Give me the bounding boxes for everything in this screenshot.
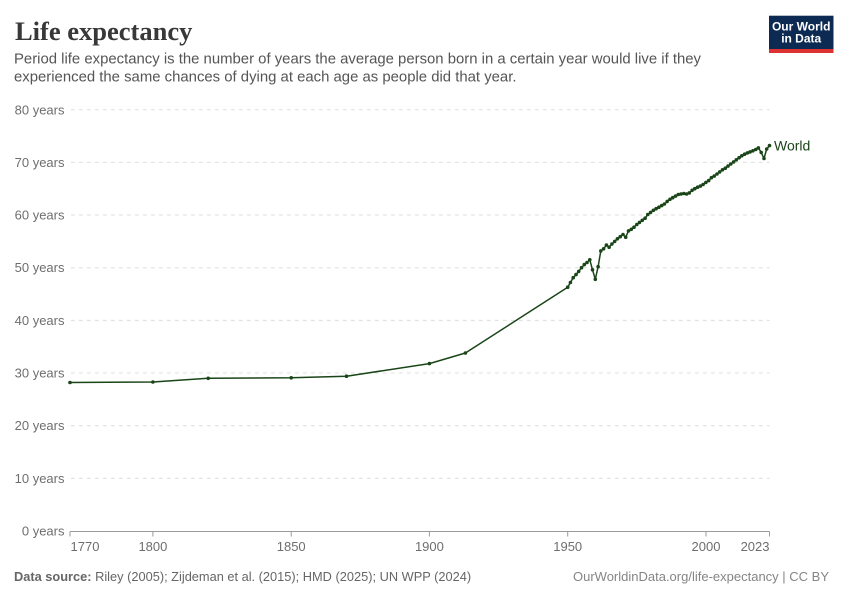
svg-text:Period life expectancy is the: Period life expectancy is the number of … (14, 52, 702, 68)
svg-text:60 years: 60 years (15, 208, 65, 223)
svg-text:1900: 1900 (415, 539, 444, 554)
svg-text:70 years: 70 years (15, 155, 65, 170)
svg-text:1770: 1770 (71, 539, 100, 554)
svg-text:80 years: 80 years (15, 102, 65, 117)
svg-text:Our World: Our World (772, 20, 830, 34)
svg-text:2000: 2000 (692, 539, 721, 554)
svg-text:1800: 1800 (138, 539, 167, 554)
svg-text:Data source: Riley (2005); Zij: Data source: Riley (2005); Zijdeman et a… (14, 569, 471, 584)
svg-text:10 years: 10 years (15, 471, 65, 486)
svg-text:OurWorldinData.org/life-expect: OurWorldinData.org/life-expectancy | CC … (573, 569, 829, 584)
svg-text:in Data: in Data (781, 32, 821, 46)
svg-text:Life expectancy: Life expectancy (15, 16, 192, 46)
svg-text:experienced the same chances o: experienced the same chances of dying at… (14, 70, 517, 86)
svg-text:30 years: 30 years (15, 366, 65, 381)
svg-text:1850: 1850 (277, 539, 306, 554)
svg-text:World: World (774, 138, 810, 154)
svg-text:2023: 2023 (741, 539, 770, 554)
svg-text:1950: 1950 (553, 539, 582, 554)
svg-text:20 years: 20 years (15, 418, 65, 433)
svg-text:50 years: 50 years (15, 260, 65, 275)
svg-text:0 years: 0 years (22, 524, 65, 539)
svg-text:40 years: 40 years (15, 313, 65, 328)
